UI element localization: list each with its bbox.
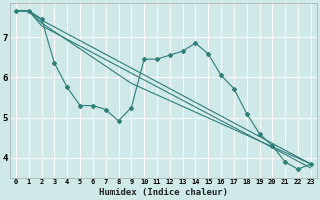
X-axis label: Humidex (Indice chaleur): Humidex (Indice chaleur) bbox=[99, 188, 228, 197]
